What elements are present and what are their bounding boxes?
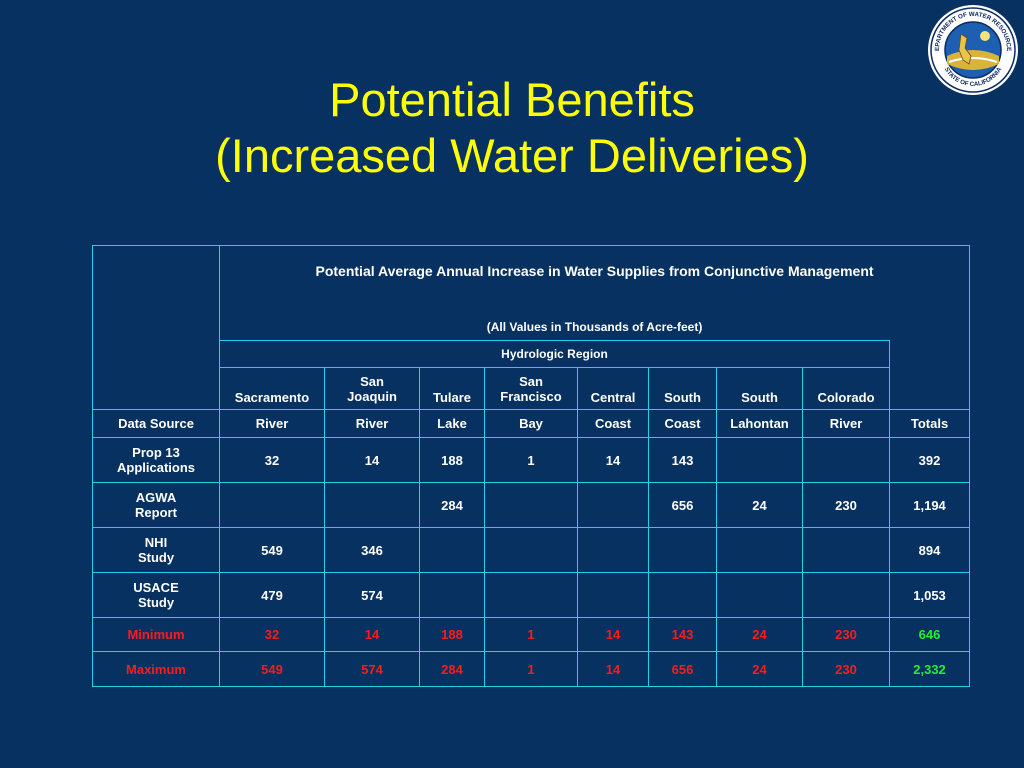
col-header-top: Central (577, 367, 649, 410)
table-cell: 230 (802, 617, 890, 652)
table-unit-note: (All Values in Thousands of Acre-feet) (486, 320, 703, 334)
header-blank-left-3 (92, 367, 220, 410)
table-cell: 143 (648, 437, 717, 483)
col-header-top: San Joaquin (324, 367, 420, 410)
table-row: AGWA Report 284 656 24 230 1,194 (92, 482, 971, 528)
table-cell: 188 (419, 437, 485, 483)
table-cell: 656 (648, 482, 717, 528)
table-cell (577, 527, 649, 573)
row-source: NHI Study (92, 527, 220, 573)
table-cell: 479 (219, 572, 325, 618)
table-cell (219, 482, 325, 528)
col-header-top: Tulare (419, 367, 485, 410)
table-cell: 1 (484, 617, 578, 652)
row-source: Prop 13 Applications (92, 437, 220, 483)
table-cell: 284 (419, 651, 485, 687)
slide-title-line2: (Increased Water Deliveries) (215, 129, 809, 182)
maximum-label: Maximum (92, 651, 220, 687)
table-cell (577, 482, 649, 528)
table-cell (716, 527, 803, 573)
table-cell: 24 (716, 482, 803, 528)
col-header-bottom: Lake (419, 409, 485, 438)
table-cell (484, 482, 578, 528)
table-cell: 14 (324, 437, 420, 483)
table-cell: 14 (577, 651, 649, 687)
col-header-top: Colorado (802, 367, 890, 410)
table-cell: 32 (219, 617, 325, 652)
table-cell: 24 (716, 617, 803, 652)
table-cell (716, 437, 803, 483)
table-cell (419, 527, 485, 573)
col-header-bottom: Lahontan (716, 409, 803, 438)
table-caption: Potential Average Annual Increase in Wat… (315, 263, 874, 279)
table-caption-cell: Potential Average Annual Increase in Wat… (218, 245, 971, 341)
col-header-top: San Francisco (484, 367, 578, 410)
table-cell: 230 (802, 651, 890, 687)
table-row: NHI Study 549 346 894 (92, 527, 971, 573)
col-header-top: South (716, 367, 803, 410)
col-header-bottom: River (219, 409, 325, 438)
table-cell (577, 572, 649, 618)
row-source: USACE Study (92, 572, 220, 618)
slide-title-line1: Potential Benefits (329, 73, 695, 126)
table-cell: 14 (324, 617, 420, 652)
table-cell: 230 (802, 482, 890, 528)
minimum-total: 646 (888, 617, 971, 652)
table-cell: 14 (577, 617, 649, 652)
table-cell (802, 527, 890, 573)
header-blank-left (92, 245, 220, 341)
table-cell: 143 (648, 617, 717, 652)
table-cell (802, 572, 890, 618)
slide-title: Potential Benefits (Increased Water Deli… (0, 72, 1024, 184)
table-cell: 32 (219, 437, 325, 483)
row-total: 894 (888, 527, 971, 573)
table-cell: 549 (219, 527, 325, 573)
header-blank-left-2 (92, 340, 220, 368)
table-cell (648, 572, 717, 618)
col-header-bottom: River (802, 409, 890, 438)
col-header-bottom: Coast (648, 409, 717, 438)
table-cell: 1 (484, 437, 578, 483)
data-source-header: Data Source (92, 409, 220, 438)
table-cell: 346 (324, 527, 420, 573)
table-cell: 284 (419, 482, 485, 528)
col-header-bottom: Coast (577, 409, 649, 438)
col-header-bottom: Bay (484, 409, 578, 438)
row-total: 392 (888, 437, 971, 483)
table-cell: 24 (716, 651, 803, 687)
water-supply-table: Potential Average Annual Increase in Wat… (92, 245, 971, 687)
table-cell (324, 482, 420, 528)
table-cell (802, 437, 890, 483)
table-cell: 14 (577, 437, 649, 483)
col-header-top: Sacramento (219, 367, 325, 410)
row-total: 1,194 (888, 482, 971, 528)
table-cell: 656 (648, 651, 717, 687)
table-cell (419, 572, 485, 618)
col-header-top: South (648, 367, 717, 410)
table-cell (484, 572, 578, 618)
table-cell: 188 (419, 617, 485, 652)
hydrologic-region-header: Hydrologic Region (219, 340, 890, 368)
row-source: AGWA Report (92, 482, 220, 528)
minimum-label: Minimum (92, 617, 220, 652)
table-cell: 1 (484, 651, 578, 687)
table-cell: 574 (324, 651, 420, 687)
maximum-total: 2,332 (888, 651, 971, 687)
table-row: Prop 13 Applications 32 14 188 1 14 143 3… (92, 437, 971, 483)
totals-header: Totals (888, 409, 971, 438)
table-cell (716, 572, 803, 618)
header-blank-right (888, 340, 971, 368)
table-cell: 549 (219, 651, 325, 687)
minimum-row: Minimum 32 14 188 1 14 143 24 230 646 (92, 617, 971, 652)
row-total: 1,053 (888, 572, 971, 618)
table-cell (648, 527, 717, 573)
col-header-bottom: River (324, 409, 420, 438)
header-blank-right-2 (888, 367, 971, 410)
maximum-row: Maximum 549 574 284 1 14 656 24 230 2,33… (92, 651, 971, 687)
table-row: USACE Study 479 574 1,053 (92, 572, 971, 618)
table-cell (484, 527, 578, 573)
table-cell: 574 (324, 572, 420, 618)
